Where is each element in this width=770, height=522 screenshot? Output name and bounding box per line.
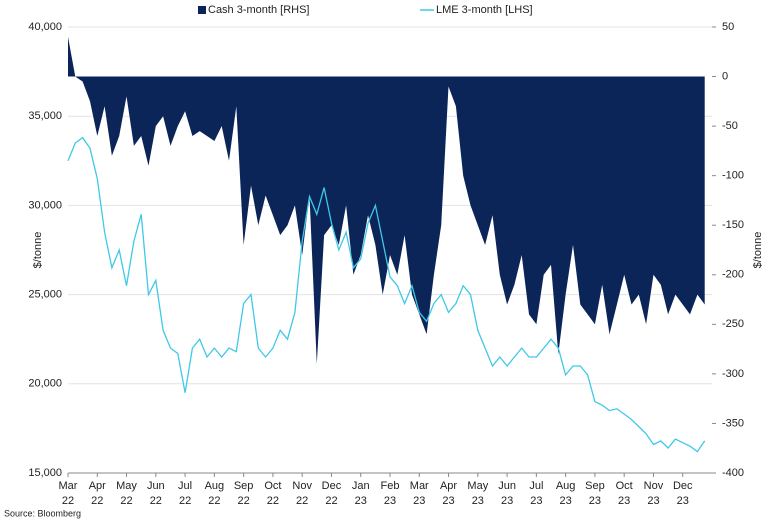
- y-tick-label: 30,000: [28, 199, 62, 211]
- line: [67, 136, 706, 453]
- x-tick-label: Oct 23: [616, 480, 633, 507]
- x-tick-label: Mar 22: [59, 480, 78, 507]
- x-tick-label: May 23: [467, 480, 488, 507]
- x-tick-label: Jun 23: [498, 480, 516, 507]
- y-axis-label: $/tonne: [32, 232, 44, 269]
- x-tick-label: May 22: [116, 480, 137, 507]
- y-tick-label: 40,000: [28, 21, 62, 33]
- y2-tick-label: 0: [722, 70, 728, 82]
- y2-tick-label: -400: [722, 467, 744, 479]
- x-tick-label: Aug 23: [556, 480, 576, 507]
- x-tick-label: Sep 23: [585, 480, 605, 507]
- legend-label: Cash 3-month [RHS]: [208, 4, 309, 16]
- x-tick-label: Dec 23: [673, 480, 693, 507]
- x-tick-label: Jun 22: [147, 480, 165, 507]
- y-tick-label: 15,000: [28, 467, 62, 479]
- x-tick-label: Apr 23: [440, 480, 457, 507]
- area: [68, 36, 705, 365]
- x-tick-label: Aug 22: [205, 480, 225, 507]
- x-tick-label: Nov 22: [292, 480, 312, 507]
- y-tick-label: 35,000: [28, 110, 62, 122]
- x-tick-label: Sep 22: [234, 480, 254, 507]
- y2-tick-label: -250: [722, 318, 744, 330]
- y2-tick-label: -50: [722, 120, 738, 132]
- y2-tick-label: -150: [722, 219, 744, 231]
- y2-tick-label: -300: [722, 368, 744, 380]
- x-tick-label: Feb 23: [381, 480, 400, 507]
- y2-tick-label: 50: [722, 21, 734, 33]
- source-note: Source: Bloomberg: [4, 508, 81, 518]
- x-tick-label: Jul 23: [529, 480, 543, 507]
- x-tick-label: Jul 22: [178, 480, 192, 507]
- x-tick-label: Nov 23: [644, 480, 664, 507]
- x-tick-label: Mar 23: [410, 480, 429, 507]
- x-tick-label: Oct 22: [264, 480, 281, 507]
- y-tick-label: 25,000: [28, 289, 62, 301]
- x-tick-label: Jan 23: [352, 480, 370, 507]
- y2-tick-label: -350: [722, 417, 744, 429]
- y2-tick-label: -200: [722, 269, 744, 281]
- y2-tick-label: -100: [722, 170, 744, 182]
- x-tick-label: Apr 22: [89, 480, 106, 507]
- x-tick-label: Dec 22: [322, 480, 342, 507]
- legend-label: LME 3-month [LHS]: [436, 4, 533, 16]
- y2-axis-label: $/tonne: [752, 232, 764, 269]
- legend-swatch: [198, 6, 206, 14]
- y-tick-label: 20,000: [28, 378, 62, 390]
